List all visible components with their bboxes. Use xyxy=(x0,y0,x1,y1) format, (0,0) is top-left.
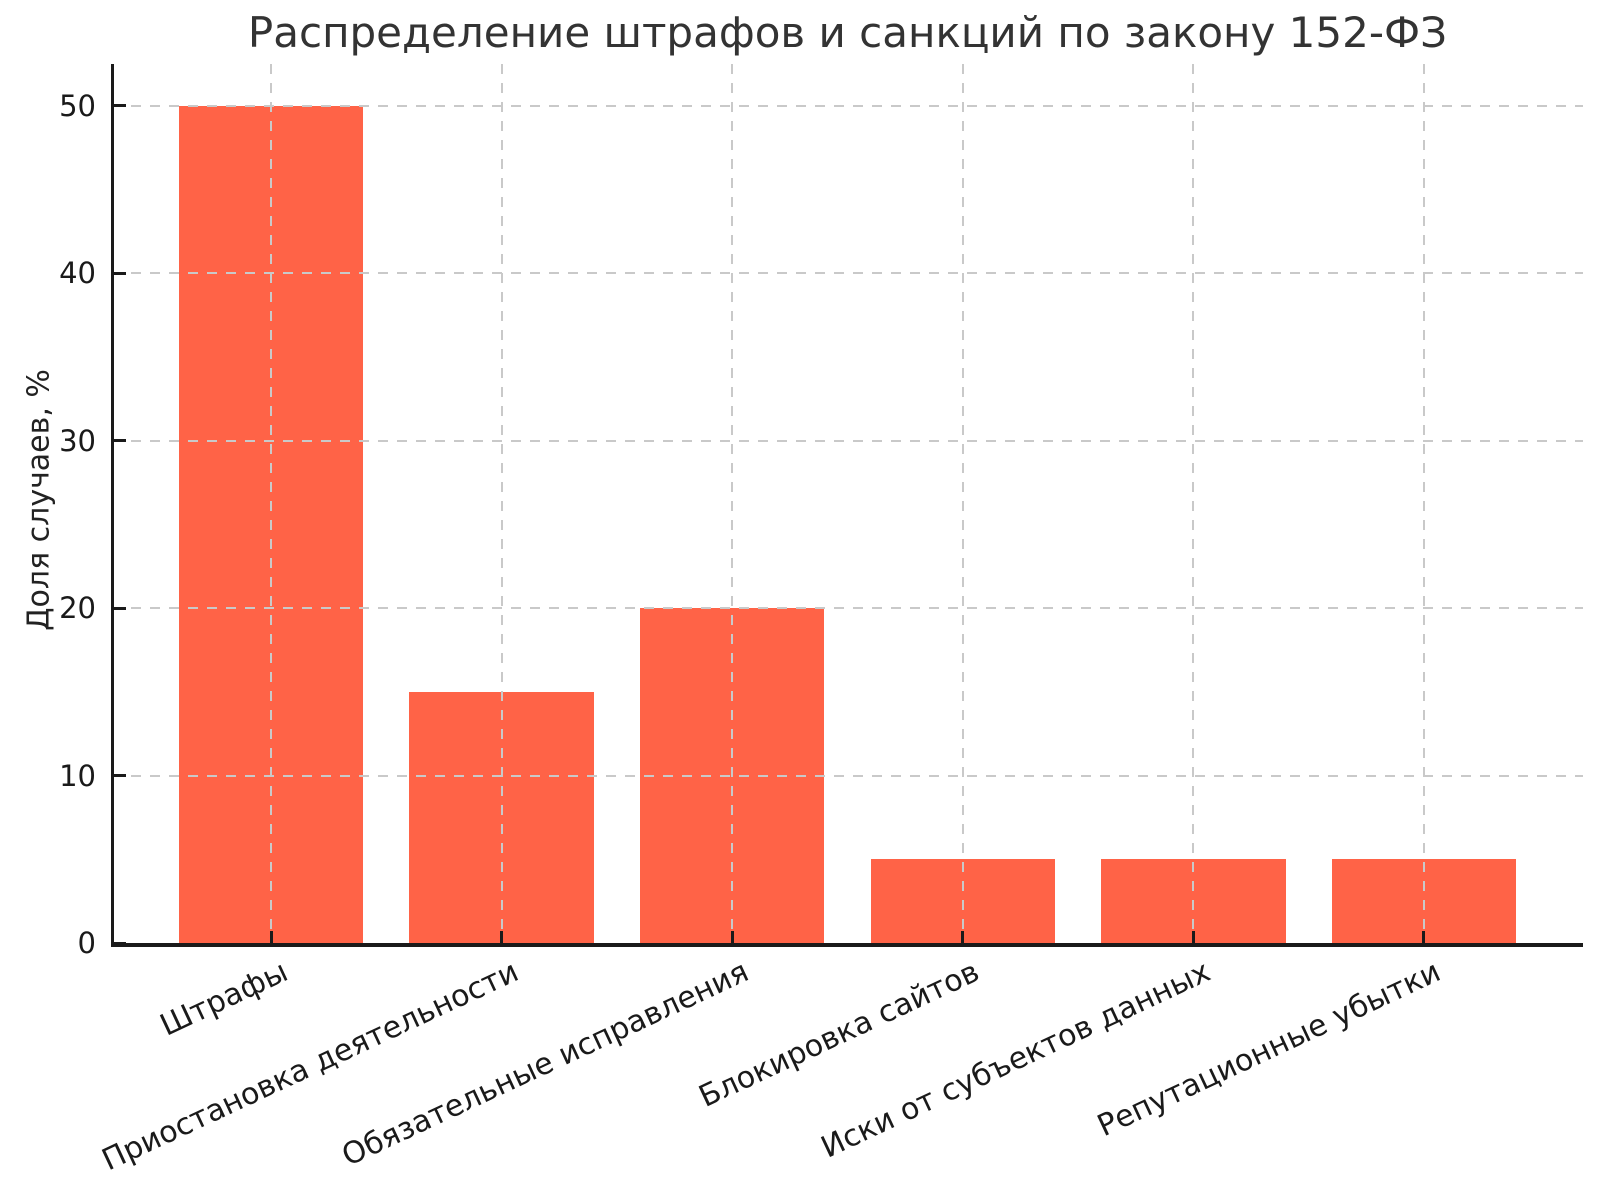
y-tick-30 xyxy=(114,439,126,443)
x-tick-label-0: Штрафы xyxy=(154,954,294,1044)
y-tick-label-10: 10 xyxy=(59,758,96,793)
y-axis-spine xyxy=(110,64,114,946)
y-tick-label-50: 50 xyxy=(59,88,96,123)
x-tick-1 xyxy=(500,931,504,943)
x-tick-5 xyxy=(1422,931,1426,943)
h-gridline-40 xyxy=(112,272,1583,275)
v-gridline-0 xyxy=(270,64,273,943)
h-gridline-30 xyxy=(112,439,1583,442)
v-gridline-3 xyxy=(961,64,964,943)
y-tick-10 xyxy=(114,774,126,778)
v-gridline-1 xyxy=(500,64,503,943)
y-tick-label-40: 40 xyxy=(59,256,96,291)
v-gridline-4 xyxy=(1192,64,1195,943)
x-tick-3 xyxy=(961,931,965,943)
chart-title: Распределение штрафов и санкций по закон… xyxy=(247,8,1448,57)
x-tick-label-4: Иски от субъектов данных xyxy=(815,954,1216,1166)
h-gridline-10 xyxy=(112,774,1583,777)
v-gridline-2 xyxy=(731,64,734,943)
y-tick-label-0: 0 xyxy=(77,926,96,960)
y-tick-label-30: 30 xyxy=(59,423,96,458)
h-gridline-20 xyxy=(112,607,1583,610)
y-tick-20 xyxy=(114,606,126,610)
y-tick-label-20: 20 xyxy=(59,591,96,626)
y-tick-40 xyxy=(114,271,126,275)
x-tick-2 xyxy=(730,931,734,943)
x-tick-label-2: Обязательные исправления xyxy=(336,954,755,1174)
h-gridline-50 xyxy=(112,104,1583,107)
x-tick-4 xyxy=(1191,931,1195,943)
x-axis-spine xyxy=(110,943,1583,947)
x-tick-0 xyxy=(269,931,273,943)
y-tick-50 xyxy=(114,104,126,108)
v-gridline-5 xyxy=(1422,64,1425,943)
x-tick-label-1: Приостановка деятельности xyxy=(96,954,524,1179)
